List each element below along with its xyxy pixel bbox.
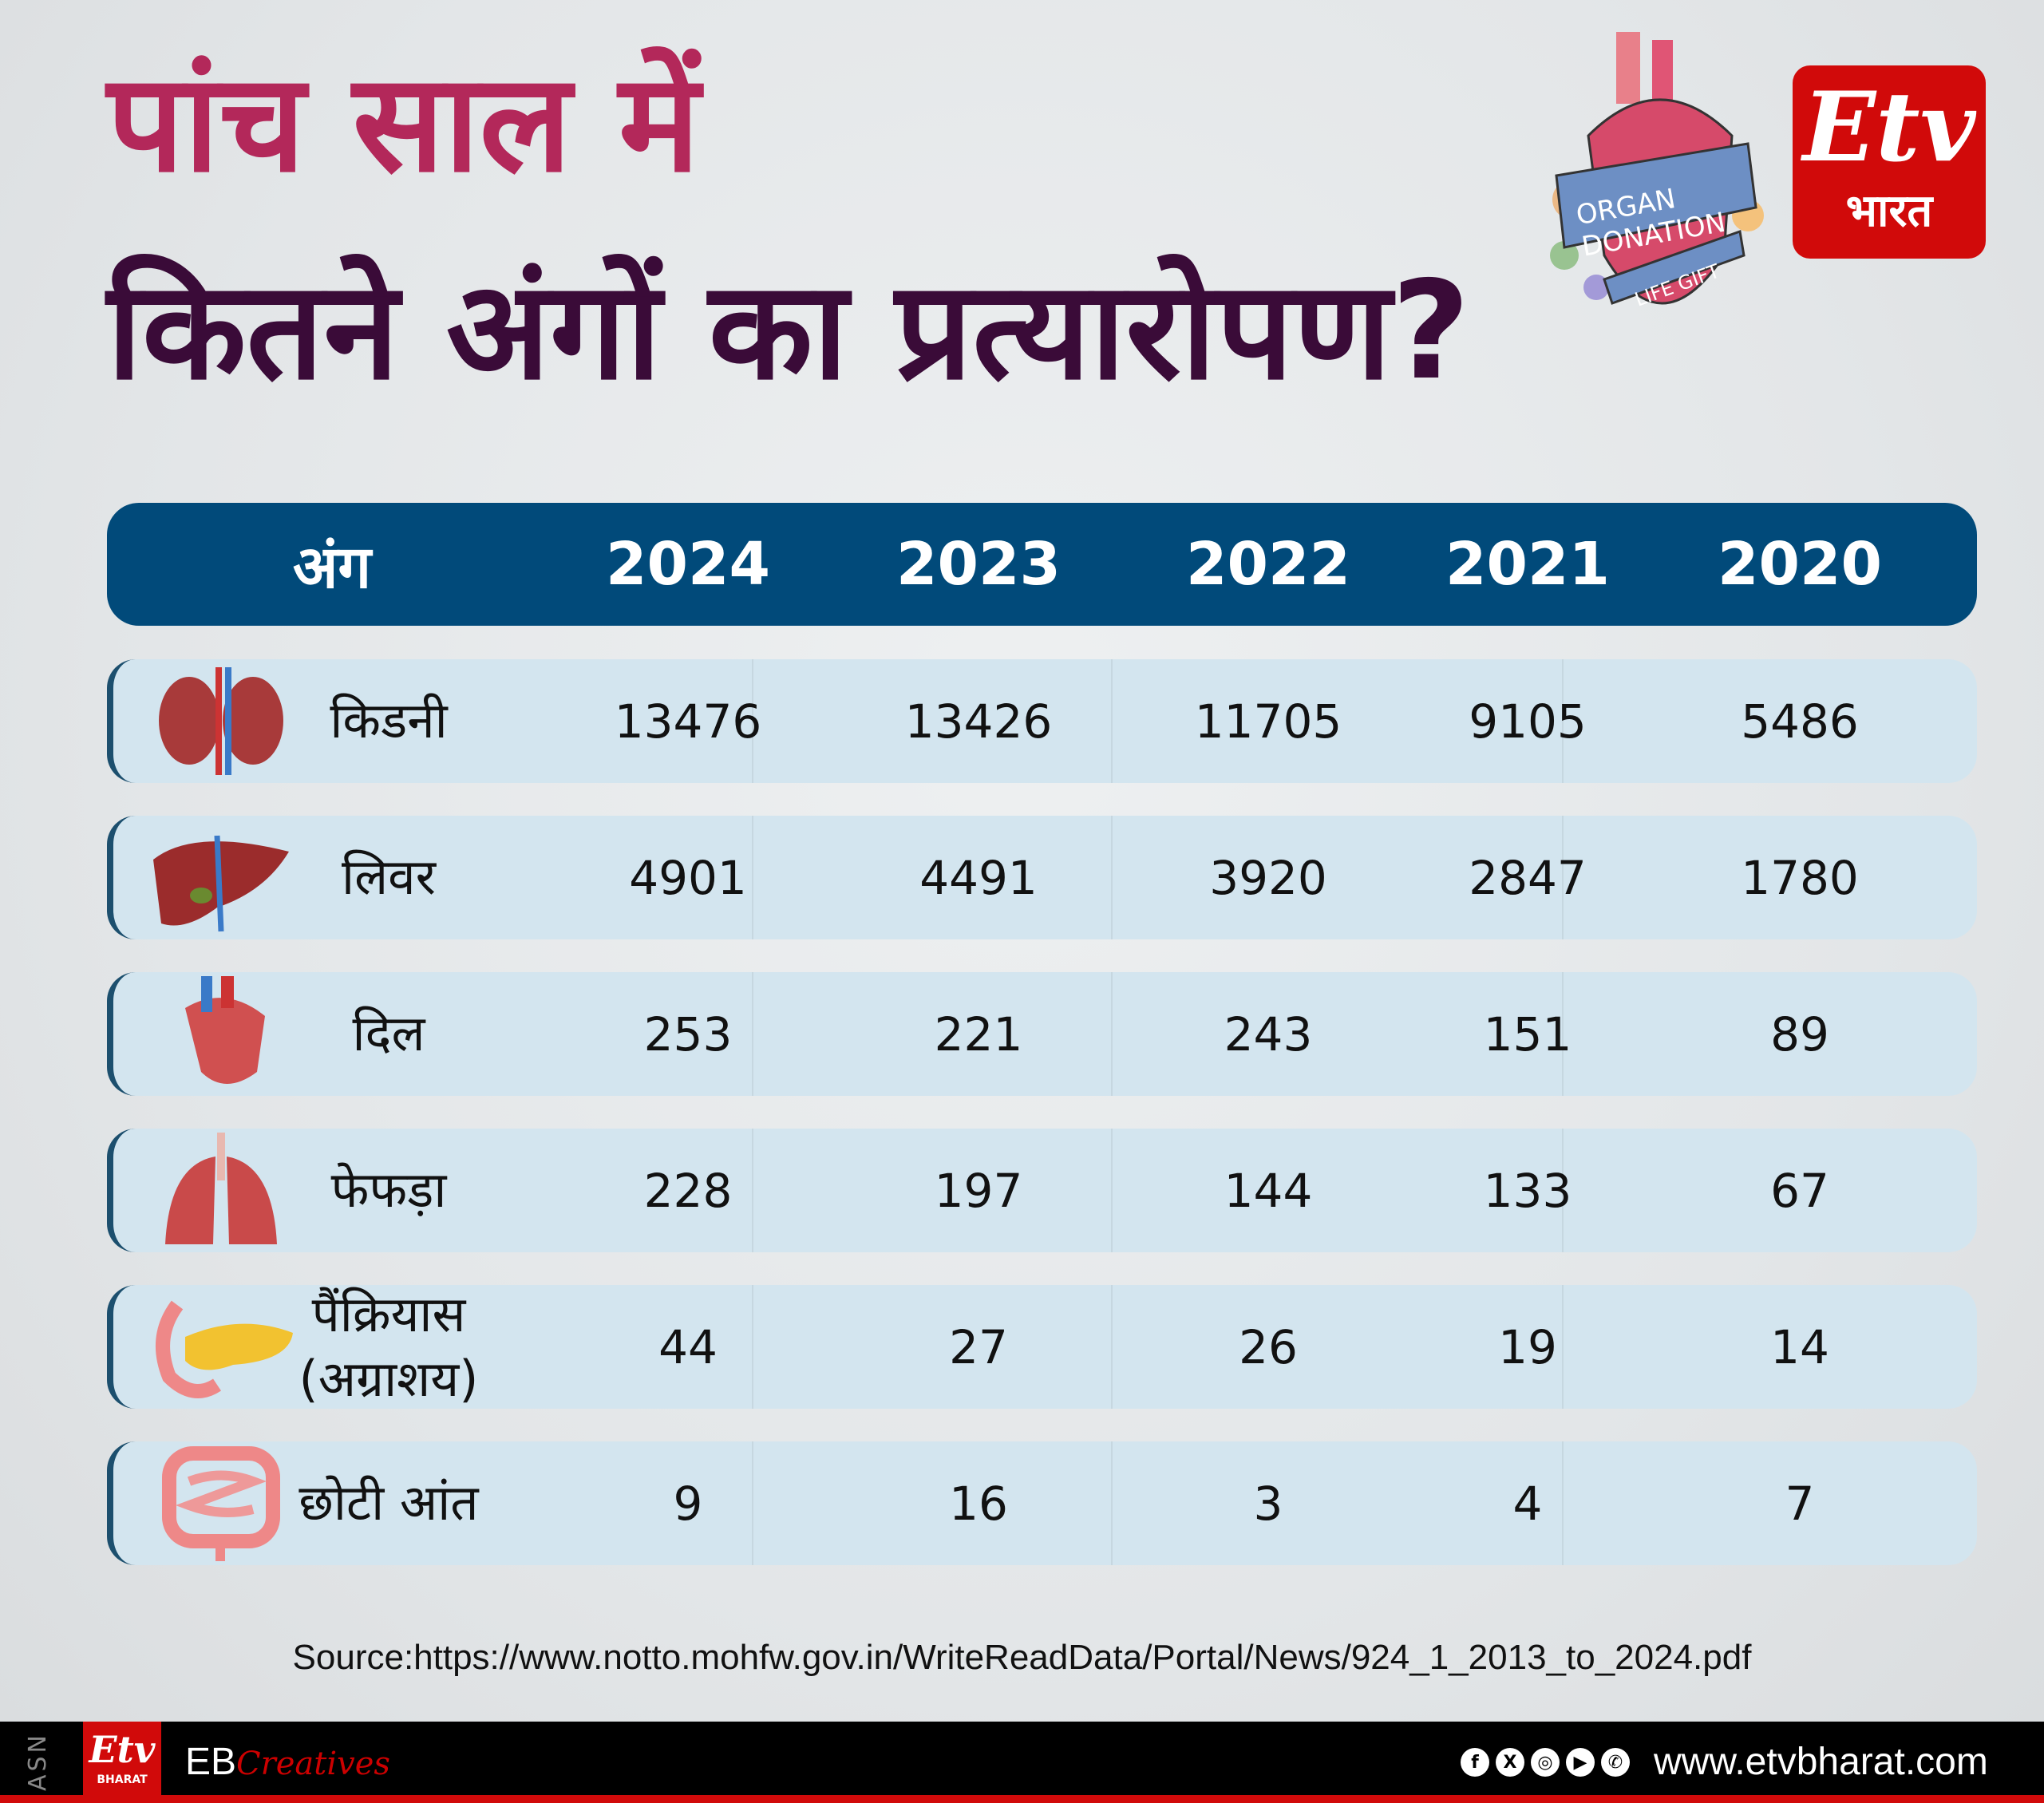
value-2021: 133	[1483, 1163, 1572, 1218]
value-2024: 13476	[614, 694, 762, 749]
value-2022: 3	[1253, 1476, 1283, 1531]
value-2023: 221	[934, 1006, 1023, 1062]
header-2024: 2024	[606, 530, 770, 599]
eb-creatives: EBCreatives	[185, 1741, 390, 1783]
table-row: लिवर 4901 4491 3920 2847 1780	[107, 816, 1977, 939]
instagram-icon[interactable]: ◎	[1531, 1748, 1560, 1777]
youtube-icon[interactable]: ▶	[1566, 1748, 1595, 1777]
table-row: दिल 253 221 243 151 89	[107, 972, 1977, 1096]
lungs-icon	[165, 1133, 277, 1244]
column-divider	[752, 659, 753, 783]
value-2023: 13426	[904, 694, 1053, 749]
column-divider	[752, 1441, 753, 1565]
website-link[interactable]: www.etvbharat.com	[1654, 1741, 1988, 1783]
column-divider	[1562, 1129, 1564, 1252]
column-divider	[1562, 1285, 1564, 1409]
organ-name: छोटी आंत	[298, 1473, 479, 1532]
value-2020: 67	[1770, 1163, 1829, 1218]
column-divider	[1562, 1441, 1564, 1565]
value-2021: 9105	[1469, 694, 1587, 749]
value-2024: 228	[643, 1163, 733, 1218]
title-line-2: कितने अंगों का प्रत्यारोपण?	[107, 252, 1470, 410]
column-divider	[1562, 816, 1564, 939]
value-2024: 44	[658, 1319, 718, 1374]
column-divider	[752, 972, 753, 1096]
facebook-icon[interactable]: f	[1461, 1748, 1489, 1777]
value-2020: 14	[1770, 1319, 1829, 1374]
column-divider	[1111, 1285, 1113, 1409]
column-divider	[1111, 972, 1113, 1096]
value-2023: 16	[949, 1476, 1008, 1531]
x-icon[interactable]: X	[1496, 1748, 1524, 1777]
value-2021: 19	[1498, 1319, 1557, 1374]
value-2022: 3920	[1209, 850, 1327, 905]
footer-red-strip	[0, 1795, 2044, 1803]
header-2023: 2023	[896, 530, 1061, 599]
pancreas-icon	[156, 1300, 293, 1398]
value-2024: 9	[673, 1476, 703, 1531]
header-organ: अंग	[292, 532, 372, 602]
header-2022: 2022	[1186, 530, 1350, 599]
value-2022: 11705	[1194, 694, 1342, 749]
organ-name: दिल	[352, 1004, 425, 1063]
intestine-icon	[162, 1446, 280, 1561]
organ-donation-heart-logo: ORGAN DONATION LIFE GIFT	[1550, 32, 1764, 311]
etv-bharat-logo: Etv भारत	[1793, 65, 1986, 259]
value-2022: 144	[1224, 1163, 1313, 1218]
asn-label: ASN	[24, 1732, 52, 1792]
value-2021: 151	[1483, 1006, 1572, 1062]
header-2020: 2020	[1718, 530, 1882, 599]
value-2021: 2847	[1469, 850, 1587, 905]
value-2020: 89	[1770, 1006, 1829, 1062]
column-divider	[1562, 659, 1564, 783]
whatsapp-icon[interactable]: ✆	[1601, 1748, 1630, 1777]
column-divider	[1111, 659, 1113, 783]
organ-name: किडनी	[330, 691, 448, 750]
organ-name: पैंक्रियास (अग्राशय)	[298, 1284, 479, 1408]
liver-icon	[153, 835, 289, 932]
value-2024: 253	[643, 1006, 733, 1062]
source-text: Source:https://www.notto.mohfw.gov.in/Wr…	[292, 1638, 1752, 1677]
value-2021: 4	[1512, 1476, 1543, 1531]
table-row: पैंक्रियास (अग्राशय) 44 27 26 19 14	[107, 1285, 1977, 1409]
column-divider	[752, 816, 753, 939]
value-2023: 197	[934, 1163, 1023, 1218]
column-divider	[752, 1285, 753, 1409]
title-line-1: पांच साल में	[107, 45, 700, 203]
table-row: फेफड़ा 228 197 144 133 67	[107, 1129, 1977, 1252]
value-2022: 243	[1224, 1006, 1313, 1062]
value-2024: 4901	[629, 850, 747, 905]
value-2023: 4491	[919, 850, 1038, 905]
column-divider	[1111, 1441, 1113, 1565]
logo-sub: भारत	[1845, 185, 1933, 237]
value-2020: 7	[1785, 1476, 1815, 1531]
value-2022: 26	[1239, 1319, 1298, 1374]
kidney-icon	[159, 667, 283, 775]
value-2020: 1780	[1741, 850, 1859, 905]
table-header: अंग 2024 2023 2022 2021 2020	[107, 503, 1977, 626]
header-2021: 2021	[1445, 530, 1610, 599]
heart-icon	[185, 976, 265, 1084]
footer-bar	[0, 1722, 2044, 1795]
organ-name: लिवर	[342, 848, 436, 907]
footer-etv-logo: Etv BHARAT	[83, 1722, 161, 1803]
column-divider	[1111, 1129, 1113, 1252]
logo-mark: Etv	[1802, 71, 1976, 184]
value-2020: 5486	[1741, 694, 1859, 749]
value-2023: 27	[949, 1319, 1008, 1374]
table-row: छोटी आंत 9 16 3 4 7	[107, 1441, 1977, 1565]
column-divider	[1562, 972, 1564, 1096]
social-icons: f X ◎ ▶ ✆	[1461, 1748, 1630, 1777]
column-divider	[1111, 816, 1113, 939]
table-row: किडनी 13476 13426 11705 9105 5486	[107, 659, 1977, 783]
column-divider	[752, 1129, 753, 1252]
organ-name: फेफड़ा	[330, 1160, 447, 1220]
